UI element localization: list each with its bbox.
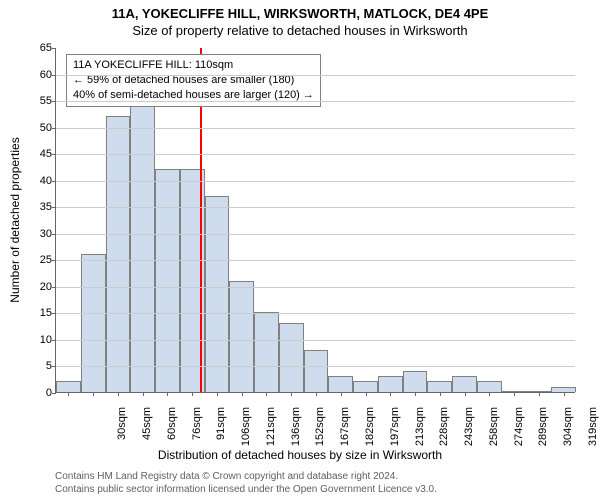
gridline (56, 234, 575, 235)
x-tick-mark (291, 392, 292, 396)
x-tick-mark (390, 392, 391, 396)
x-tick-mark (143, 392, 144, 396)
y-tick-mark (52, 340, 56, 341)
x-tick-mark (539, 392, 540, 396)
x-tick-mark (489, 392, 490, 396)
x-tick-mark (316, 392, 317, 396)
histogram-bar (279, 323, 304, 392)
x-tick-mark (341, 392, 342, 396)
x-tick-mark (415, 392, 416, 396)
y-tick-mark (52, 313, 56, 314)
y-tick-label: 15 (26, 307, 52, 319)
y-tick-label: 30 (26, 228, 52, 240)
histogram-bar (229, 281, 254, 392)
chart-subtitle: Size of property relative to detached ho… (0, 21, 600, 38)
y-tick-label: 45 (26, 148, 52, 160)
histogram-bar (403, 371, 428, 392)
gridline (56, 366, 575, 367)
y-tick-label: 25 (26, 254, 52, 266)
histogram-bar (353, 381, 378, 392)
histogram-bar (56, 381, 81, 392)
histogram-bar (304, 350, 329, 392)
histogram-bar (378, 376, 403, 392)
x-tick-mark (118, 392, 119, 396)
histogram-bar (254, 312, 279, 392)
histogram-bar (477, 381, 502, 392)
y-tick-mark (52, 154, 56, 155)
histogram-bar (130, 105, 155, 392)
gridline (56, 75, 575, 76)
plot-area: 11A YOKECLIFFE HILL: 110sqm ← 59% of det… (55, 48, 575, 393)
y-tick-label: 65 (26, 42, 52, 54)
gridline (56, 313, 575, 314)
x-tick-mark (266, 392, 267, 396)
histogram-bar (205, 196, 230, 392)
y-tick-label: 55 (26, 95, 52, 107)
y-tick-mark (52, 234, 56, 235)
x-tick-mark (217, 392, 218, 396)
x-tick-mark (192, 392, 193, 396)
gridline (56, 181, 575, 182)
y-tick-mark (52, 207, 56, 208)
y-tick-mark (52, 128, 56, 129)
x-tick-mark (564, 392, 565, 396)
histogram-bar (427, 381, 452, 392)
x-tick-mark (440, 392, 441, 396)
footer-attribution: Contains HM Land Registry data © Crown c… (55, 471, 437, 496)
y-tick-label: 5 (26, 360, 52, 372)
y-tick-mark (52, 393, 56, 394)
histogram-bar (81, 254, 106, 392)
y-tick-label: 40 (26, 175, 52, 187)
x-axis-label: Distribution of detached houses by size … (0, 448, 600, 462)
y-tick-label: 0 (26, 387, 52, 399)
chart-title: 11A, YOKECLIFFE HILL, WIRKSWORTH, MATLOC… (0, 0, 600, 21)
y-tick-mark (52, 101, 56, 102)
x-tick-mark (242, 392, 243, 396)
y-tick-label: 35 (26, 201, 52, 213)
y-tick-label: 10 (26, 334, 52, 346)
y-tick-mark (52, 260, 56, 261)
x-tick-mark (93, 392, 94, 396)
gridline (56, 287, 575, 288)
gridline (56, 128, 575, 129)
x-tick-mark (514, 392, 515, 396)
gridline (56, 207, 575, 208)
annotation-box: 11A YOKECLIFFE HILL: 110sqm ← 59% of det… (66, 54, 321, 107)
y-tick-label: 60 (26, 69, 52, 81)
y-tick-label: 50 (26, 122, 52, 134)
y-axis-label: Number of detached properties (8, 137, 22, 302)
annotation-line1: 11A YOKECLIFFE HILL: 110sqm (73, 58, 314, 73)
y-tick-mark (52, 366, 56, 367)
x-tick-mark (68, 392, 69, 396)
x-tick-mark (465, 392, 466, 396)
gridline (56, 340, 575, 341)
y-tick-mark (52, 181, 56, 182)
gridline (56, 101, 575, 102)
footer-line1: Contains HM Land Registry data © Crown c… (55, 471, 437, 484)
histogram-bar (155, 169, 180, 392)
footer-line2: Contains public sector information licen… (55, 484, 437, 497)
y-tick-label: 20 (26, 281, 52, 293)
histogram-bar (328, 376, 353, 392)
histogram-bar (452, 376, 477, 392)
x-tick-mark (366, 392, 367, 396)
y-tick-mark (52, 75, 56, 76)
gridline (56, 154, 575, 155)
x-tick-mark (167, 392, 168, 396)
histogram-bar (106, 116, 131, 392)
gridline (56, 260, 575, 261)
y-tick-mark (52, 287, 56, 288)
y-tick-mark (52, 48, 56, 49)
chart-container: 11A, YOKECLIFFE HILL, WIRKSWORTH, MATLOC… (0, 0, 600, 500)
